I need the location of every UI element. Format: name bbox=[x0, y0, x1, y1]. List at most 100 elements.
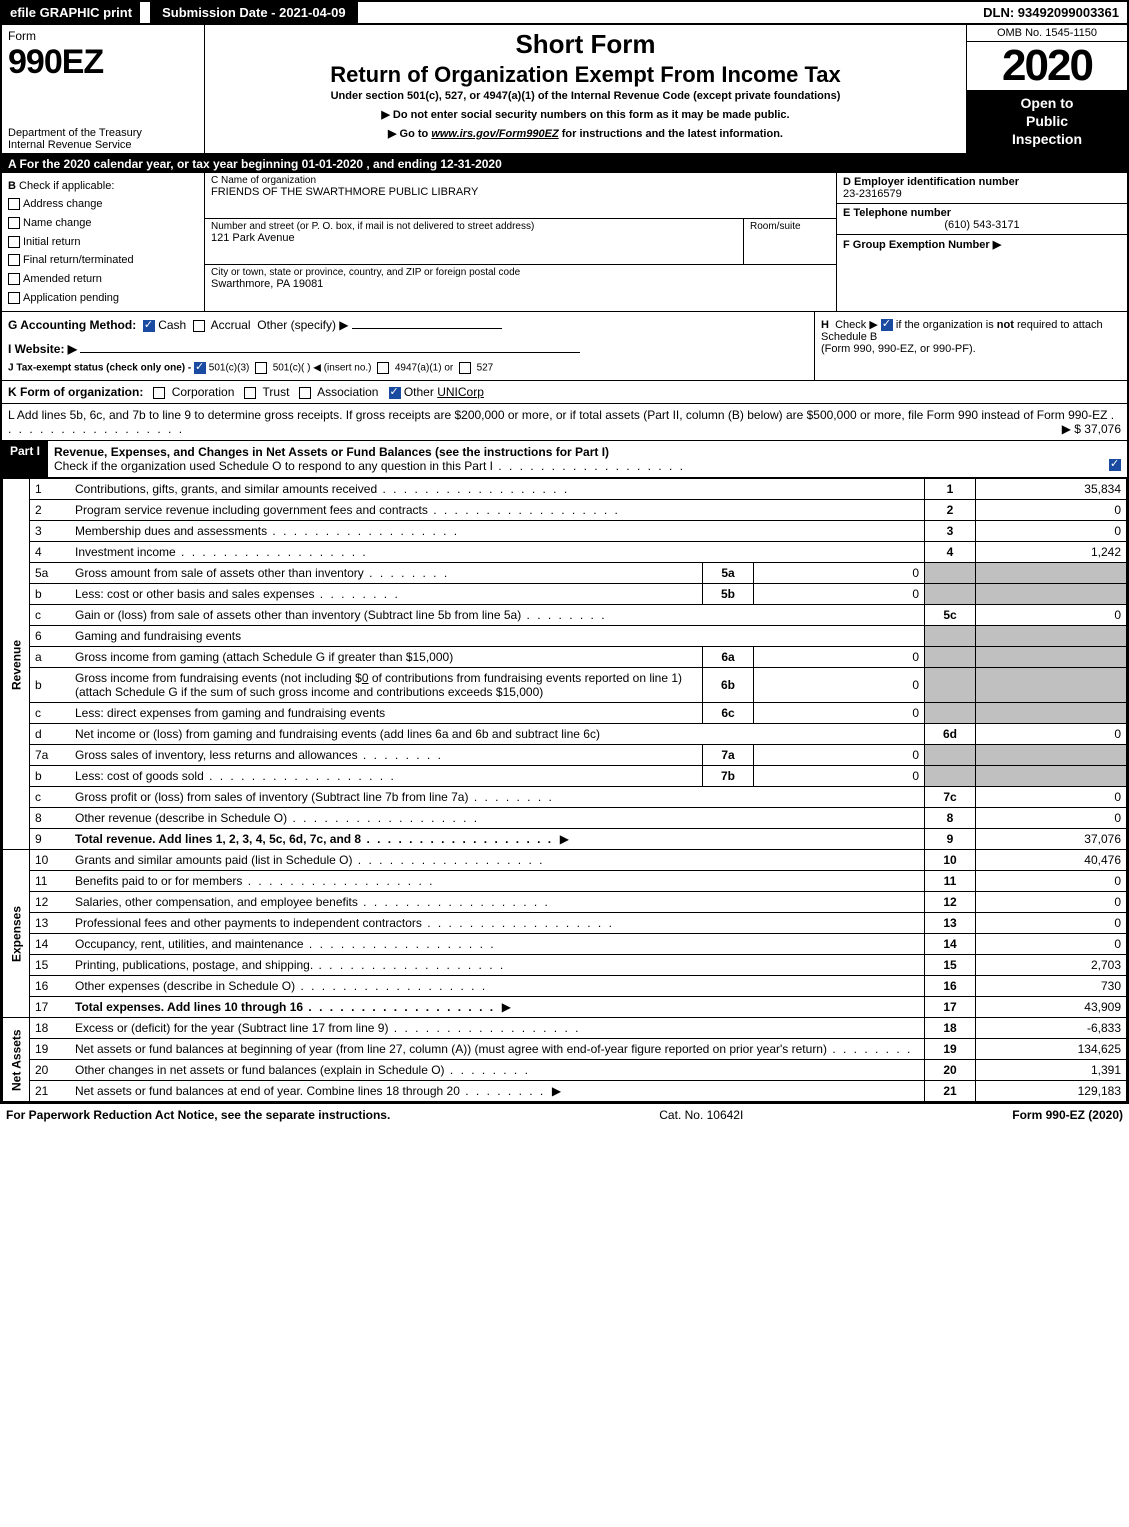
checkbox-corporation[interactable] bbox=[153, 387, 165, 399]
efile-button[interactable]: efile GRAPHIC print bbox=[2, 2, 140, 23]
line5b-num: b bbox=[30, 584, 71, 605]
line6b-desc1: Gross income from fundraising events (no… bbox=[75, 671, 362, 685]
shaded-cell bbox=[976, 766, 1127, 787]
column-h: H Check ▶ if the organization is not req… bbox=[814, 312, 1127, 380]
line15-num: 15 bbox=[30, 955, 71, 976]
revenue-side-label: Revenue bbox=[3, 479, 30, 850]
checkbox-501c[interactable] bbox=[255, 362, 267, 374]
header-left: Form 990EZ Department of the Treasury In… bbox=[2, 25, 205, 153]
line11-desc: Benefits paid to or for members bbox=[75, 874, 434, 888]
checkbox-initial-return[interactable] bbox=[8, 236, 20, 248]
line18-desc: Excess or (deficit) for the year (Subtra… bbox=[75, 1021, 580, 1035]
corp-label: Corporation bbox=[172, 385, 235, 399]
c-label: C Name of organization bbox=[211, 175, 316, 186]
checkbox-association[interactable] bbox=[299, 387, 311, 399]
line2-value: 0 bbox=[976, 500, 1127, 521]
line4-desc: Investment income bbox=[75, 545, 368, 559]
row-k: K Form of organization: Corporation Trus… bbox=[2, 381, 1127, 404]
inspection-label: Open to Public Inspection bbox=[967, 90, 1127, 153]
title-return: Return of Organization Exempt From Incom… bbox=[211, 62, 960, 88]
shaded-cell bbox=[925, 745, 976, 766]
line7b-num: b bbox=[30, 766, 71, 787]
part1-title-text: Revenue, Expenses, and Changes in Net As… bbox=[54, 445, 609, 459]
org-name-box: C Name of organization FRIENDS OF THE SW… bbox=[205, 173, 837, 219]
j-4947-label: 4947(a)(1) or bbox=[395, 363, 453, 374]
line7c-desc: Gross profit or (loss) from sales of inv… bbox=[75, 790, 554, 804]
form-container: efile GRAPHIC print Submission Date - 20… bbox=[0, 0, 1129, 1104]
e-label: E Telephone number bbox=[843, 207, 951, 219]
column-b: B Check if applicable: Address change Na… bbox=[2, 173, 205, 312]
line8-num: 8 bbox=[30, 808, 71, 829]
line14-refnum: 14 bbox=[925, 934, 976, 955]
checkbox-accrual[interactable] bbox=[193, 320, 205, 332]
street-address: 121 Park Avenue bbox=[211, 232, 295, 244]
trust-label: Trust bbox=[263, 385, 290, 399]
checkbox-4947[interactable] bbox=[377, 362, 389, 374]
line9-value: 37,076 bbox=[976, 829, 1127, 850]
addr-label: Number and street (or P. O. box, if mail… bbox=[211, 221, 534, 232]
line12-desc: Salaries, other compensation, and employ… bbox=[75, 895, 550, 909]
checkbox-527[interactable] bbox=[459, 362, 471, 374]
checkbox-schedule-b-checked[interactable] bbox=[881, 319, 893, 331]
footer: For Paperwork Reduction Act Notice, see … bbox=[0, 1104, 1129, 1126]
goto-post: for instructions and the latest informat… bbox=[559, 128, 783, 140]
goto-text: ▶ Go to www.irs.gov/Form990EZ for instru… bbox=[211, 127, 960, 140]
j-527-label: 527 bbox=[477, 363, 494, 374]
checkbox-amended-return[interactable] bbox=[8, 273, 20, 285]
line21-value: 129,183 bbox=[976, 1081, 1127, 1102]
final-return-label: Final return/terminated bbox=[23, 254, 134, 266]
line1-num: 1 bbox=[30, 479, 71, 500]
line6c-num: c bbox=[30, 703, 71, 724]
line19-desc: Net assets or fund balances at beginning… bbox=[75, 1042, 912, 1056]
footer-mid: Cat. No. 10642I bbox=[659, 1108, 743, 1122]
line10-value: 40,476 bbox=[976, 850, 1127, 871]
line14-value: 0 bbox=[976, 934, 1127, 955]
l-text: L Add lines 5b, 6c, and 7b to line 9 to … bbox=[8, 408, 1107, 422]
checkbox-name-change[interactable] bbox=[8, 217, 20, 229]
checkbox-address-change[interactable] bbox=[8, 198, 20, 210]
checkbox-501c3-checked[interactable] bbox=[194, 362, 206, 374]
line1-desc: Contributions, gifts, grants, and simila… bbox=[75, 482, 569, 496]
line4-refnum: 4 bbox=[925, 542, 976, 563]
checkbox-trust[interactable] bbox=[244, 387, 256, 399]
form-number: 990EZ bbox=[8, 43, 198, 82]
other-specify-input[interactable] bbox=[352, 328, 502, 329]
submission-date-button[interactable]: Submission Date - 2021-04-09 bbox=[150, 2, 358, 23]
line6c-subnum: 6c bbox=[703, 703, 754, 724]
h-iforg-label: if the organization is bbox=[896, 319, 997, 331]
shaded-cell bbox=[976, 563, 1127, 584]
line12-num: 12 bbox=[30, 892, 71, 913]
line21-num: 21 bbox=[30, 1081, 71, 1102]
line5a-subval: 0 bbox=[754, 563, 925, 584]
ein-value: 23-2316579 bbox=[843, 188, 902, 200]
line13-value: 0 bbox=[976, 913, 1127, 934]
line18-value: -6,833 bbox=[976, 1018, 1127, 1039]
top-bar: efile GRAPHIC print Submission Date - 20… bbox=[2, 2, 1127, 25]
shaded-cell bbox=[976, 668, 1127, 703]
line10-desc: Grants and similar amounts paid (list in… bbox=[75, 853, 544, 867]
line7a-subval: 0 bbox=[754, 745, 925, 766]
line20-num: 20 bbox=[30, 1060, 71, 1081]
j-501c3-label: 501(c)(3) bbox=[209, 363, 250, 374]
header-right: OMB No. 1545-1150 2020 Open to Public In… bbox=[966, 25, 1127, 153]
checkbox-other-checked[interactable] bbox=[389, 387, 401, 399]
line20-refnum: 20 bbox=[925, 1060, 976, 1081]
website-input[interactable] bbox=[80, 352, 580, 353]
checkbox-final-return[interactable] bbox=[8, 254, 20, 266]
line10-num: 10 bbox=[30, 850, 71, 871]
irs-link[interactable]: www.irs.gov/Form990EZ bbox=[431, 128, 558, 140]
line12-refnum: 12 bbox=[925, 892, 976, 913]
lines-table: Revenue 1 Contributions, gifts, grants, … bbox=[2, 478, 1127, 1102]
row-l: L Add lines 5b, 6c, and 7b to line 9 to … bbox=[2, 404, 1127, 441]
line13-num: 13 bbox=[30, 913, 71, 934]
checkbox-cash-checked[interactable] bbox=[143, 320, 155, 332]
shaded-cell bbox=[925, 668, 976, 703]
line2-desc: Program service revenue including govern… bbox=[75, 503, 620, 517]
shaded-cell bbox=[925, 626, 976, 647]
unicorp-link[interactable]: UNICorp bbox=[437, 385, 484, 399]
line6b-desc-val: 0 bbox=[362, 671, 369, 685]
line15-desc: Printing, publications, postage, and shi… bbox=[75, 958, 505, 972]
checkbox-schedule-o-checked[interactable] bbox=[1109, 459, 1121, 471]
d-label: D Employer identification number bbox=[843, 176, 1019, 188]
checkbox-application-pending[interactable] bbox=[8, 292, 20, 304]
